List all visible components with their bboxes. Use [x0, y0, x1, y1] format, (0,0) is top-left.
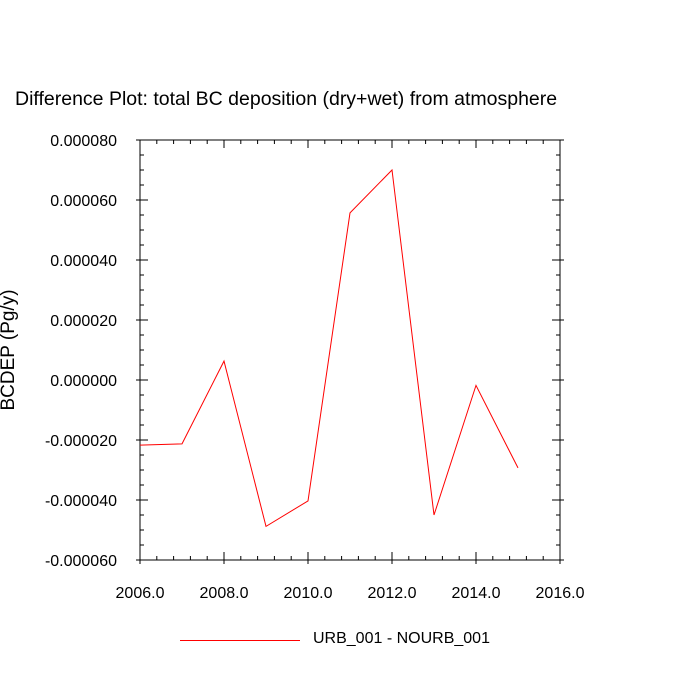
x-tick-label: 2006.0	[116, 585, 165, 602]
y-tick-label: 0.000060	[50, 193, 117, 210]
y-tick-label: 0.000040	[50, 253, 117, 270]
x-tick-label: 2012.0	[368, 585, 417, 602]
chart-title: Difference Plot: total BC deposition (dr…	[15, 88, 558, 110]
y-axis-label: BCDEP (Pg/y)	[0, 289, 19, 410]
x-tick-label: 2010.0	[284, 585, 333, 602]
y-tick-label: 0.000020	[50, 313, 117, 330]
y-tick-label: -0.000060	[45, 553, 117, 570]
y-tick-label: -0.000020	[45, 433, 117, 450]
x-tick-label: 2014.0	[452, 585, 501, 602]
y-tick-label: -0.000040	[45, 493, 117, 510]
legend-label: URB_001 - NOURB_001	[313, 630, 490, 647]
y-tick-label: 0.000080	[50, 133, 117, 150]
legend-line-swatch	[180, 640, 300, 641]
y-tick-label: 0.000000	[50, 373, 117, 390]
legend: URB_001 - NOURB_001	[0, 628, 700, 652]
x-tick-label: 2016.0	[536, 585, 585, 602]
plot-frame	[139, 139, 561, 561]
x-tick-label: 2008.0	[200, 585, 249, 602]
series-line	[139, 168, 519, 528]
